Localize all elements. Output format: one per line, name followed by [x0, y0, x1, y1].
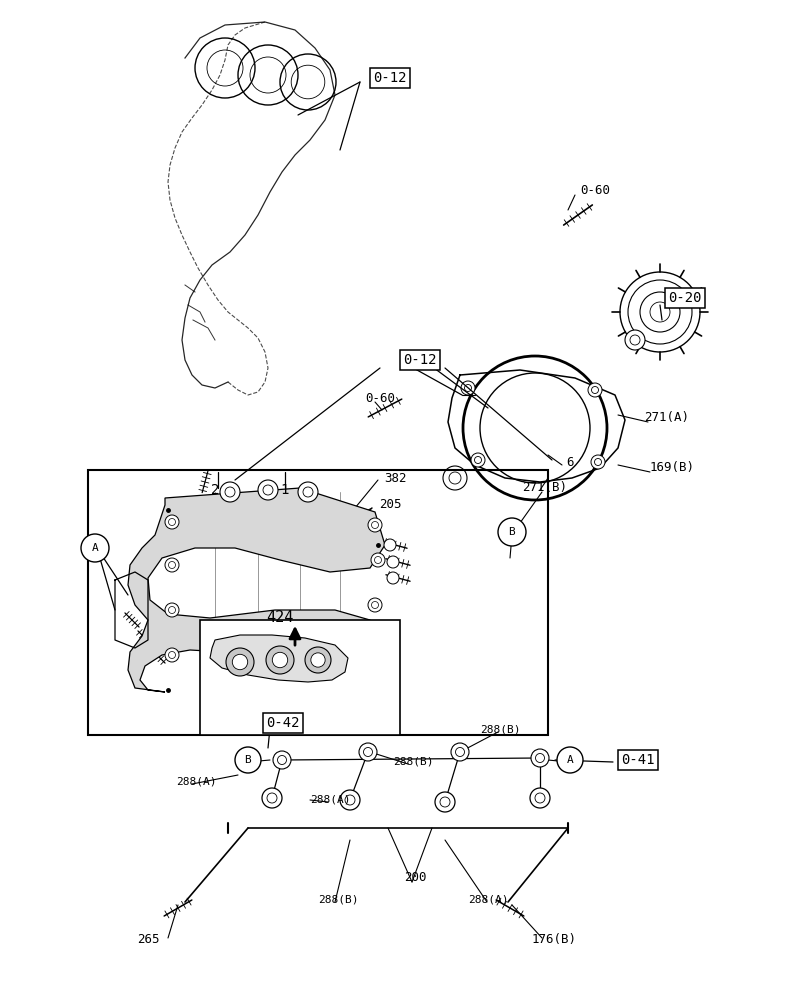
Circle shape [367, 598, 381, 612]
Text: 288(A): 288(A) [175, 777, 216, 787]
Circle shape [311, 653, 324, 667]
Circle shape [384, 539, 396, 551]
Circle shape [587, 383, 601, 397]
Text: 0-60: 0-60 [365, 391, 394, 404]
Circle shape [234, 747, 260, 773]
Text: 288(A): 288(A) [309, 795, 350, 805]
Text: 0-60: 0-60 [579, 184, 609, 197]
Circle shape [232, 654, 247, 670]
Text: 288(B): 288(B) [317, 895, 358, 905]
Text: A: A [92, 543, 98, 553]
Circle shape [371, 553, 384, 567]
Circle shape [220, 482, 240, 502]
Text: 1: 1 [281, 483, 289, 497]
Circle shape [305, 647, 331, 673]
Circle shape [81, 534, 109, 562]
Bar [200, 620, 400, 735]
Polygon shape [210, 635, 348, 682]
Text: 0-41: 0-41 [620, 753, 654, 767]
Text: 0-42: 0-42 [266, 716, 299, 730]
Circle shape [165, 558, 178, 572]
Circle shape [530, 749, 548, 767]
Text: 271(A): 271(A) [644, 412, 689, 424]
Text: 0-12: 0-12 [373, 71, 406, 85]
Circle shape [225, 648, 254, 676]
Circle shape [470, 453, 484, 467]
Circle shape [340, 790, 359, 810]
Text: 0-12: 0-12 [403, 353, 436, 367]
Circle shape [590, 455, 604, 469]
Text: 200: 200 [403, 871, 426, 884]
Text: 265: 265 [136, 933, 159, 946]
Text: 205: 205 [378, 498, 401, 512]
Circle shape [262, 788, 281, 808]
Circle shape [387, 572, 398, 584]
Text: 288(B): 288(B) [393, 757, 433, 767]
Text: 288(B): 288(B) [479, 725, 520, 735]
Circle shape [367, 518, 381, 532]
Polygon shape [128, 488, 384, 692]
Text: 176(B): 176(B) [531, 933, 576, 946]
Circle shape [165, 603, 178, 617]
Circle shape [365, 641, 379, 655]
Text: B: B [244, 755, 251, 765]
Circle shape [497, 518, 526, 546]
Circle shape [165, 648, 178, 662]
Circle shape [165, 515, 178, 529]
Circle shape [530, 788, 549, 808]
Circle shape [266, 646, 294, 674]
Bar [88, 470, 547, 735]
Text: A: A [566, 755, 573, 765]
Text: 382: 382 [384, 472, 406, 485]
Circle shape [298, 482, 318, 502]
Circle shape [387, 556, 398, 568]
Circle shape [556, 747, 582, 773]
Text: 288(A): 288(A) [467, 895, 508, 905]
Circle shape [258, 480, 277, 500]
Circle shape [443, 466, 466, 490]
Text: 0-20: 0-20 [667, 291, 701, 305]
Text: 2: 2 [211, 483, 219, 497]
Text: 424: 424 [266, 610, 294, 626]
Circle shape [624, 330, 644, 350]
Circle shape [450, 743, 469, 761]
Text: B: B [508, 527, 515, 537]
Circle shape [272, 652, 287, 668]
Circle shape [461, 381, 474, 395]
Text: 271(B): 271(B) [521, 482, 567, 494]
Circle shape [272, 751, 290, 769]
Circle shape [358, 743, 376, 761]
Circle shape [435, 792, 454, 812]
Text: 169(B): 169(B) [649, 462, 693, 475]
Text: 6: 6 [565, 456, 573, 468]
